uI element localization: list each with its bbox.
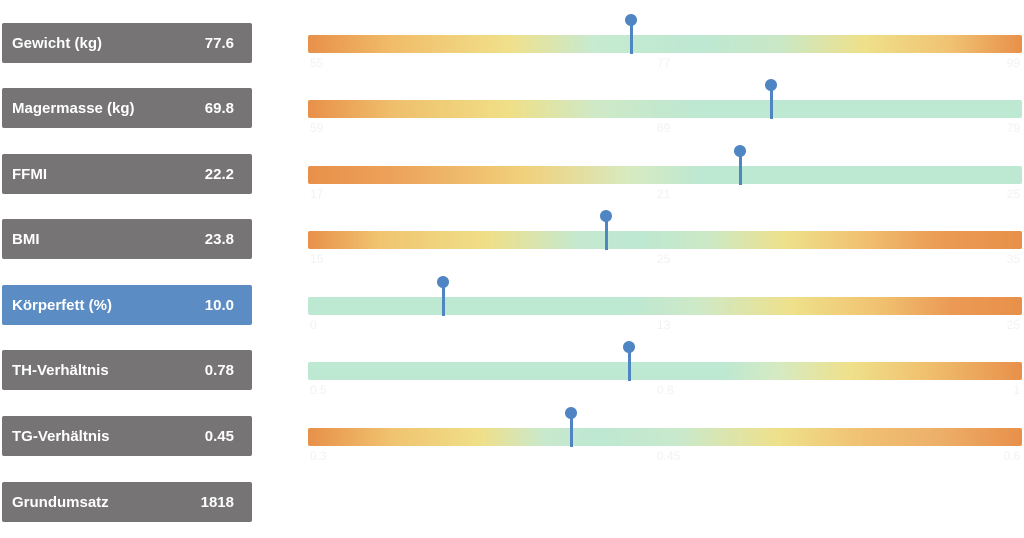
value-marker	[436, 276, 450, 320]
marker-stem	[441, 284, 445, 316]
value-marker	[622, 341, 636, 385]
marker-dot	[733, 145, 746, 157]
range-bar	[308, 35, 1022, 53]
marker-stem	[769, 87, 773, 119]
marker-stem	[630, 22, 634, 54]
metric-label-box[interactable]: Magermasse (kg) 69.8	[2, 88, 252, 128]
metric-label-box[interactable]: FFMI 22.2	[2, 154, 252, 194]
range-tick-label: 17	[310, 187, 324, 201]
range-tick-labels: 0.3 0.45 0.6	[308, 449, 1022, 463]
marker-dot	[565, 407, 578, 419]
range-tick-label: 0.8	[657, 383, 674, 397]
range-tick-label: 35	[1006, 252, 1020, 266]
metric-label-box[interactable]: BMI 23.8	[2, 219, 252, 259]
range-tick-label: 0.5	[310, 383, 327, 397]
metric-label-box[interactable]: Körperfett (%) 10.0	[2, 285, 252, 325]
range-tick-label: 77	[657, 56, 671, 70]
marker-stem	[605, 218, 609, 250]
marker-dot	[764, 79, 777, 91]
metric-name: Magermasse (kg)	[12, 99, 135, 117]
metric-label-box[interactable]: TH-Verhältnis 0.78	[2, 350, 252, 390]
metric-value: 23.8	[204, 230, 234, 248]
metric-label-box[interactable]: Gewicht (kg) 77.6	[2, 23, 252, 63]
metric-row: Grundumsatz 1818	[0, 482, 1024, 522]
range-bar	[308, 231, 1022, 249]
range-tick-label: 69	[657, 121, 671, 135]
metric-label-box[interactable]: Grundumsatz 1818	[2, 482, 252, 522]
range-tick-labels: 0 13 25	[308, 318, 1022, 332]
metric-value: 10.0	[204, 296, 234, 314]
metric-value: 69.8	[204, 99, 234, 117]
metric-row: BMI 23.8 15 25 35	[0, 210, 1024, 266]
range-tick-label: 55	[310, 56, 324, 70]
metric-name: Körperfett (%)	[12, 296, 112, 314]
value-marker	[624, 14, 638, 58]
range-bar	[308, 362, 1022, 380]
metric-row: TH-Verhältnis 0.78 0.5 0.8 1	[0, 341, 1024, 397]
metric-value: 1818	[200, 493, 234, 511]
marker-dot	[436, 276, 449, 288]
range-tick-label: 0.3	[310, 449, 327, 463]
range-tick-label: 25	[1006, 318, 1020, 332]
range-tick-label: 1	[1013, 383, 1020, 397]
metric-name: TH-Verhältnis	[12, 361, 109, 379]
metric-value: 0.78	[204, 361, 234, 379]
range-bar	[308, 297, 1022, 315]
value-marker	[599, 210, 613, 254]
metric-row: Körperfett (%) 10.0 0 13 25	[0, 276, 1024, 332]
range-bar	[308, 100, 1022, 118]
metric-name: FFMI	[12, 165, 47, 183]
marker-dot	[600, 210, 613, 222]
metric-row: TG-Verhältnis 0.45 0.3 0.45 0.6	[0, 407, 1024, 463]
metric-value: 77.6	[204, 34, 234, 52]
range-tick-labels: 0.5 0.8 1	[308, 383, 1022, 397]
range-tick-labels: 59 69 79	[308, 121, 1022, 135]
range-tick-label: 0	[310, 318, 317, 332]
marker-stem	[570, 415, 574, 447]
value-marker	[564, 407, 578, 451]
metric-name: TG-Verhältnis	[12, 427, 110, 445]
range-tick-labels: 55 77 99	[308, 56, 1022, 70]
marker-stem	[738, 153, 742, 185]
metric-row: Magermasse (kg) 69.8 59 69 79	[0, 79, 1024, 135]
metric-row: Gewicht (kg) 77.6 55 77 99	[0, 14, 1024, 70]
range-tick-label: 25	[1006, 187, 1020, 201]
range-tick-label: 13	[657, 318, 671, 332]
metric-value: 0.45	[204, 427, 234, 445]
range-tick-label: 79	[1006, 121, 1020, 135]
metric-row: FFMI 22.2 17 21 25	[0, 145, 1024, 201]
metric-name: Grundumsatz	[12, 493, 109, 511]
range-tick-label: 25	[657, 252, 671, 266]
range-tick-label: 21	[657, 187, 671, 201]
value-marker	[733, 145, 747, 189]
range-tick-label: 59	[310, 121, 324, 135]
range-tick-label: 15	[310, 252, 324, 266]
value-marker	[764, 79, 778, 123]
range-tick-label: 0.45	[657, 449, 681, 463]
range-tick-label: 99	[1006, 56, 1020, 70]
range-bar	[308, 428, 1022, 446]
metric-value: 22.2	[204, 165, 234, 183]
range-tick-labels: 17 21 25	[308, 187, 1022, 201]
metric-label-box[interactable]: TG-Verhältnis 0.45	[2, 416, 252, 456]
marker-dot	[623, 341, 636, 353]
metric-name: Gewicht (kg)	[12, 34, 103, 52]
range-bar	[308, 166, 1022, 184]
marker-stem	[628, 349, 632, 381]
range-tick-label: 0.6	[1003, 449, 1020, 463]
range-tick-labels: 15 25 35	[308, 252, 1022, 266]
marker-dot	[625, 14, 638, 26]
metric-name: BMI	[12, 230, 40, 248]
